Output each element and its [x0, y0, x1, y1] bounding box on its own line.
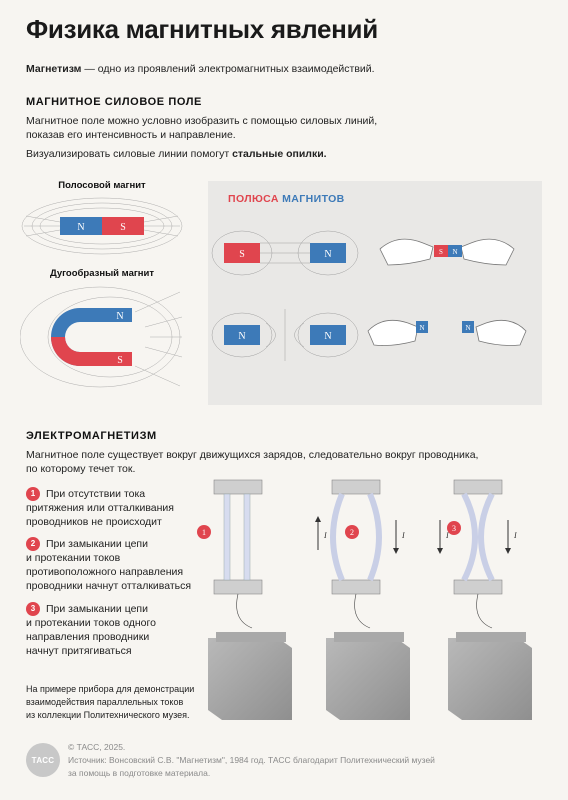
step-3-line2: и протекании токов одного [26, 617, 156, 630]
poles-title-word2: МАГНИТОВ [282, 193, 345, 205]
section2-paragraph: Магнитное поле существует вокруг движущи… [26, 448, 546, 476]
apparatus-3: 3 I I [437, 479, 532, 720]
hand-magnet-s [434, 245, 448, 257]
panel-top-right-magnet [310, 243, 346, 263]
footer-source-line1: Источник: Вонсовский С.В. "Магнетизм", 1… [68, 755, 435, 765]
p2-pre: Визуализировать силовые линии помогут [26, 148, 233, 160]
note-line2: взаимодействия параллельных токов [26, 697, 184, 707]
step-2: 2 При замыкании цепи и протекании токов п… [26, 537, 216, 593]
step-3: 3 При замыкании цепи и протекании токов о… [26, 602, 216, 658]
panel-top-right-label: N [324, 249, 331, 260]
step-3-line4: начнут притягиваться [26, 645, 132, 658]
poles-title-word1: ПОЛЮСА [228, 193, 279, 205]
tass-logo: ТАСС [26, 743, 60, 777]
current-label-3b: I [513, 531, 517, 540]
magnet-poles-panel: ПОЛЮСА МАГНИТОВ S N N N S N N N [208, 181, 542, 405]
step-1-line3: проводников не происходит [26, 516, 162, 529]
step-3-number: 3 [26, 602, 40, 617]
bar-magnet-s-pole [102, 217, 144, 235]
apparatus-1-num: 1 [202, 528, 206, 537]
current-label-2b: I [401, 531, 405, 540]
panel-top-left-label: S [239, 249, 245, 260]
apparatus-2: 2 I I [315, 479, 410, 720]
hands-top-illustration [379, 238, 515, 266]
apparatus-1: 1 [197, 479, 292, 720]
apparatus-3-num: 3 [452, 524, 456, 533]
horseshoe-magnet-caption: Дугообразный магнит [49, 268, 155, 279]
horseshoe-n-label: N [116, 311, 123, 322]
bar-magnet-n-pole [60, 217, 102, 235]
section2-line2: по которому течет ток. [26, 463, 136, 475]
intro-text: Магнетизм — одно из проявлений электрома… [26, 62, 375, 76]
poles-panel-title: ПОЛЮСА МАГНИТОВ [228, 193, 345, 205]
page-title: Физика магнитных явлений [26, 14, 378, 44]
step-2-number: 2 [26, 537, 40, 552]
horseshoe-magnet-illustration: N S [20, 286, 183, 388]
section2-line1: Магнитное поле существует вокруг движущи… [26, 449, 479, 461]
section1-paragraph1: Магнитное поле можно условно изобразить … [26, 114, 377, 142]
panel-top-left-magnet [224, 243, 260, 263]
bar-s-label: S [120, 222, 126, 233]
section-heading-field: МАГНИТНОЕ СИЛОВОЕ ПОЛЕ [26, 96, 202, 108]
footer: © ТАСС, 2025. Источник: Вонсовский С.В. … [68, 741, 538, 780]
horseshoe-s-half [51, 337, 132, 366]
footer-source-line2: за помощь в подготовке материала. [68, 768, 211, 778]
horseshoe-s-label: S [117, 355, 123, 366]
section1-line1: Магнитное поле можно условно изобразить … [26, 115, 378, 127]
hand-bottom-right-label: N [465, 324, 470, 332]
hand-top-s-label: S [439, 248, 443, 256]
panel-bottom-right-label: N [324, 331, 331, 342]
current-label-3a: I [445, 531, 449, 540]
apparatus-note: На примере прибора для демонстрации взаи… [26, 683, 206, 722]
section1-paragraph2: Визуализировать силовые линии помогут ст… [26, 147, 327, 161]
step-2-line1: При замыкании цепи [46, 538, 148, 550]
hand-bottom-left-magnet [416, 321, 428, 333]
note-line3: из коллекции Политехнического музея. [26, 710, 190, 720]
apparatus-1-badge [197, 525, 211, 539]
step-2-line4: проводники начнут отталкиваться [26, 580, 192, 593]
step-3-line3: направления проводники [26, 631, 150, 644]
poles-illustration: S N N N S N N N [211, 230, 527, 361]
hand-top-n-label: N [452, 248, 457, 256]
hand-bottom-left-label: N [419, 324, 424, 332]
step-2-line3: противоположного направления [26, 566, 184, 579]
hands-bottom-illustration [367, 319, 527, 346]
step-1-line2: притяжения или отталкивания [26, 502, 174, 515]
note-line1: На примере прибора для демонстрации [26, 684, 195, 694]
step-1-line1: При отсутствии тока [46, 488, 146, 500]
p2-bold: стальные опилки. [232, 148, 327, 160]
intro-rest: — одно из проявлений электромагнитных вз… [81, 63, 375, 75]
section1-line2: показав его интенсивность и направление. [26, 129, 236, 141]
bar-n-label: N [77, 222, 84, 233]
panel-bottom-right-magnet [310, 325, 346, 345]
step-3-line1: При замыкании цепи [46, 603, 148, 615]
step-1: 1 При отсутствии тока притяжения или отта… [26, 487, 216, 529]
panel-bottom-left-magnet [224, 325, 260, 345]
intro-term: Магнетизм [26, 63, 82, 75]
step-2-line2: и протекании токов [26, 552, 121, 565]
panel-bottom-left-label: N [238, 331, 245, 342]
parallel-currents-apparatus: 1 2 I I 3 I I [197, 479, 532, 720]
hand-magnet-n [448, 245, 462, 257]
hand-bottom-right-magnet [462, 321, 474, 333]
section2-heading: ЭЛЕКТРОМАГНЕТИЗМ [26, 430, 157, 442]
apparatus-2-num: 2 [350, 528, 354, 537]
apparatus-2-badge [345, 525, 359, 539]
bar-magnet-caption: Полосовой магнит [58, 180, 146, 191]
step-1-number: 1 [26, 487, 40, 502]
footer-copyright: © ТАСС, 2025. [68, 742, 126, 752]
apparatus-3-badge [447, 521, 461, 535]
current-label-2a: I [323, 531, 327, 540]
bar-magnet-illustration: N S [21, 197, 183, 255]
